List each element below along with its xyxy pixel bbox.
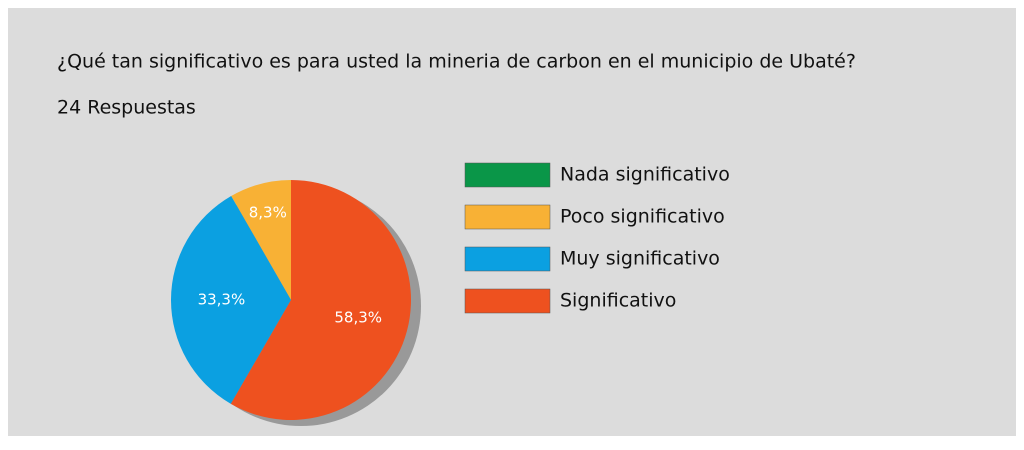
slice-label: 8,3% — [249, 204, 287, 222]
slice-label: 58,3% — [334, 309, 382, 327]
legend-swatch — [464, 288, 551, 314]
legend-label: Muy significativo — [560, 248, 720, 270]
legend-swatch — [464, 162, 551, 188]
chart-subtitle: 24 Respuestas — [57, 97, 196, 119]
chart-title: ¿Qué tan significativo es para usted la … — [57, 51, 856, 73]
pie-slice — [231, 180, 291, 300]
legend-swatch — [464, 246, 551, 272]
legend-label: Nada significativo — [560, 164, 730, 186]
legend-swatch — [464, 204, 551, 230]
legend-label: Significativo — [560, 290, 676, 312]
pie-slice — [171, 195, 291, 404]
slice-label: 33,3% — [198, 290, 246, 308]
legend-label: Poco significativo — [560, 206, 725, 228]
pie-slice — [230, 180, 411, 420]
